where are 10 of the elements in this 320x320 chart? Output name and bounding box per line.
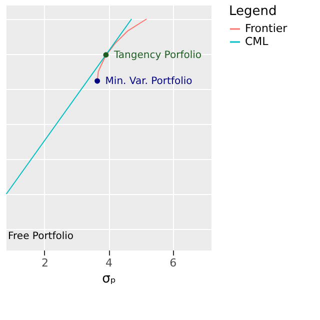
x-axis-title: σₚ (102, 272, 116, 286)
legend-label: CML (245, 35, 270, 48)
annotation: Min. Var. Portfolio (105, 76, 192, 87)
legend-title: Legend (229, 4, 277, 19)
legend-label: Frontier (245, 22, 288, 35)
x-tick-label: 4 (106, 256, 112, 270)
x-tick-label: 2 (41, 256, 48, 270)
text: Free Portfolio (8, 231, 74, 242)
x-tick-label: 6 (170, 256, 177, 270)
annotation: Tangency Porfolio (112, 50, 202, 61)
